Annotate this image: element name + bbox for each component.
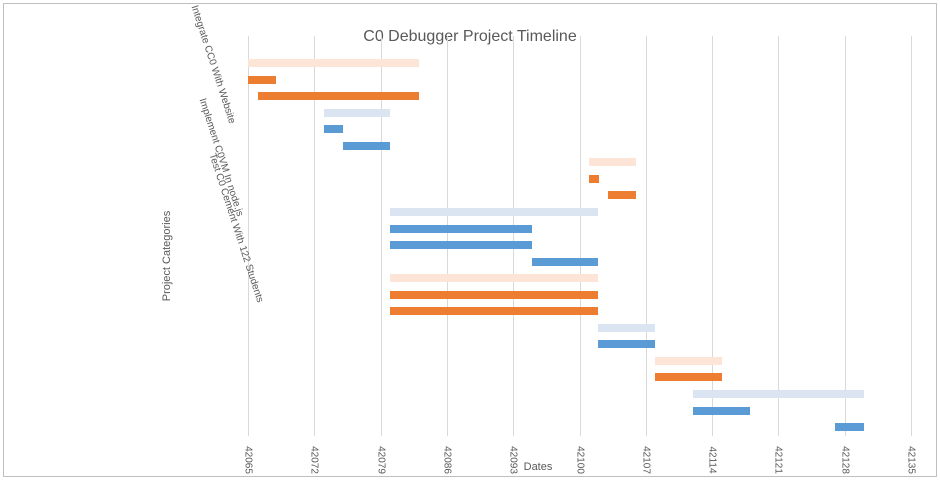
x-tick-label: 42107: [640, 446, 652, 474]
gantt-bar: [607, 191, 637, 200]
gantt-bar: [589, 174, 599, 183]
chart-title: C0 Debugger Project Timeline: [363, 28, 577, 45]
gantt-bar: [693, 390, 864, 398]
x-tick-label: 42135: [905, 446, 917, 474]
gantt-bar: [532, 257, 599, 266]
x-axis-title: Dates: [523, 461, 553, 473]
gantt-bar: [835, 423, 864, 432]
x-tick-label: 42128: [839, 446, 851, 474]
gantt-bar: [655, 373, 722, 382]
gridline: [844, 36, 846, 436]
x-tick-label: 42065: [242, 446, 254, 474]
gantt-bar: [390, 208, 599, 216]
gridline: [712, 36, 714, 436]
y-axis-title: Project Categories: [161, 210, 173, 302]
gantt-bar: [342, 141, 391, 150]
gridline: [778, 36, 780, 436]
gridline: [579, 36, 581, 436]
gridline: [446, 36, 448, 436]
gantt-bar: [693, 406, 750, 415]
x-tick-label: 42093: [507, 446, 519, 474]
gantt-bar: [598, 340, 656, 349]
gantt-bar: [655, 356, 722, 365]
chart-border: [3, 3, 937, 477]
gantt-bar: [390, 224, 533, 233]
x-tick-label: 42121: [772, 446, 784, 474]
gantt-bar: [257, 92, 419, 101]
gantt-bar: [323, 108, 391, 117]
x-tick-label: 42100: [574, 446, 585, 474]
gantt-bar: [323, 125, 343, 134]
gantt-bar: [598, 323, 656, 332]
gridline: [248, 36, 249, 436]
gridline: [911, 36, 912, 436]
gantt-bar: [248, 59, 419, 67]
gantt-bar: [390, 290, 599, 299]
gantt-bar: [390, 274, 599, 283]
x-tick-label: 42079: [375, 446, 387, 474]
x-tick-label: 42086: [441, 446, 453, 474]
gantt-bar: [390, 307, 599, 316]
x-tick-label: 42114: [706, 446, 718, 474]
x-tick-label: 42072: [308, 446, 320, 474]
gridline: [314, 36, 316, 436]
gridline: [380, 36, 382, 436]
gantt-bar: [390, 241, 533, 250]
gantt-bar: [248, 75, 277, 84]
gridline: [513, 36, 515, 436]
gridline: [645, 36, 647, 436]
gantt-bar: [589, 158, 637, 167]
